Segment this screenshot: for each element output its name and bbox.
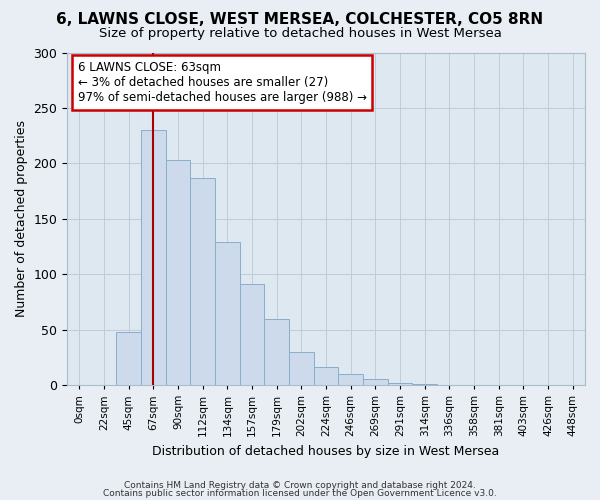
Bar xyxy=(166,160,190,385)
Text: Contains public sector information licensed under the Open Government Licence v3: Contains public sector information licen… xyxy=(103,489,497,498)
Bar xyxy=(240,284,265,385)
Text: Size of property relative to detached houses in West Mersea: Size of property relative to detached ho… xyxy=(98,28,502,40)
Text: Contains HM Land Registry data © Crown copyright and database right 2024.: Contains HM Land Registry data © Crown c… xyxy=(124,480,476,490)
Y-axis label: Number of detached properties: Number of detached properties xyxy=(15,120,28,318)
Text: 6, LAWNS CLOSE, WEST MERSEA, COLCHESTER, CO5 8RN: 6, LAWNS CLOSE, WEST MERSEA, COLCHESTER,… xyxy=(56,12,544,28)
Bar xyxy=(363,380,388,385)
Bar xyxy=(190,178,215,385)
Bar xyxy=(215,242,240,385)
Text: 6 LAWNS CLOSE: 63sqm
← 3% of detached houses are smaller (27)
97% of semi-detach: 6 LAWNS CLOSE: 63sqm ← 3% of detached ho… xyxy=(77,61,367,104)
Bar xyxy=(314,368,338,385)
Bar xyxy=(289,352,314,385)
Bar xyxy=(141,130,166,385)
Bar xyxy=(265,318,289,385)
X-axis label: Distribution of detached houses by size in West Mersea: Distribution of detached houses by size … xyxy=(152,444,500,458)
Bar xyxy=(338,374,363,385)
Bar xyxy=(388,383,412,385)
Bar xyxy=(412,384,437,385)
Bar xyxy=(116,332,141,385)
